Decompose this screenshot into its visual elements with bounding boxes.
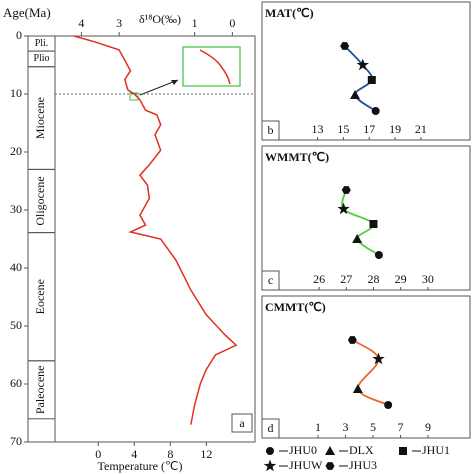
y-axis-label: Age(Ma) <box>3 5 51 20</box>
panel-label-box <box>261 120 280 141</box>
marker <box>367 76 376 84</box>
x-tick-label: 17 <box>363 122 375 136</box>
bottom-tick-label: 8 <box>167 447 173 461</box>
top-tick-label: 4 <box>78 16 84 30</box>
epoch-label: Oligocene <box>33 176 47 225</box>
legend-label: JHU3 <box>349 458 377 472</box>
x-tick-label: 3 <box>343 420 349 434</box>
y-tick-label: 70 <box>10 434 22 448</box>
epoch-label: Pli. <box>35 38 49 49</box>
panel-title: CMMT(℃) <box>265 300 326 314</box>
legend-marker <box>325 446 335 455</box>
marker <box>347 336 357 344</box>
inset-curve <box>199 49 231 85</box>
legend-marker <box>266 447 274 455</box>
epoch-label: Eocene <box>33 279 47 314</box>
legend-marker <box>325 462 335 470</box>
y-tick-label: 20 <box>10 144 22 158</box>
bottom-tick-label: 4 <box>131 447 137 461</box>
legend-label: JHU1 <box>422 443 450 457</box>
marker <box>350 90 361 99</box>
x-tick-label: 26 <box>313 272 325 286</box>
panel-d-frame <box>261 295 471 439</box>
panel-label: c <box>268 273 273 287</box>
top-tick-label: 3 <box>116 16 122 30</box>
y-tick-label: 10 <box>10 86 22 100</box>
y-tick-label: 60 <box>10 376 22 390</box>
x-tick-label: 19 <box>389 122 401 136</box>
x-tick-label: 21 <box>415 122 427 136</box>
bottom-tick-label: 12 <box>200 447 212 461</box>
marker <box>352 234 363 243</box>
x-tick-label: 1 <box>315 420 321 434</box>
legend-marker <box>399 447 407 455</box>
x-tick-label: 29 <box>395 272 407 286</box>
panel-label-box <box>261 270 280 291</box>
x-tick-label: 7 <box>398 420 404 434</box>
panel-label-box <box>231 413 253 433</box>
panel-b-frame <box>261 1 471 141</box>
panel-a-frame <box>27 35 256 443</box>
arrow <box>139 79 179 96</box>
marker <box>374 251 383 259</box>
bottom-tick-label: 0 <box>95 447 101 461</box>
marker <box>371 107 380 115</box>
marker <box>337 202 350 215</box>
epoch-label: Plio <box>33 53 49 64</box>
epoch <box>27 360 56 420</box>
y-tick-label: 30 <box>10 202 22 216</box>
marker <box>352 384 363 393</box>
epoch-label: Miocene <box>33 97 47 139</box>
panel-label: a <box>239 416 245 430</box>
marker <box>356 58 369 71</box>
top-tick-label: 0 <box>229 16 235 30</box>
bottom-axis-label: Temperature (℃) <box>98 459 183 473</box>
legend-label: JHU0 <box>289 443 317 457</box>
y-tick-label: 50 <box>10 318 22 332</box>
legend-label: JHUW <box>289 458 323 472</box>
top-axis-label: δ¹⁸O(‰) <box>139 12 181 26</box>
x-tick-label: 13 <box>312 122 324 136</box>
x-tick-label: 15 <box>337 122 349 136</box>
x-tick-label: 30 <box>422 272 434 286</box>
panel-title: WMMT(℃) <box>265 150 329 164</box>
panel-label-box <box>261 418 280 439</box>
marker <box>341 186 351 194</box>
x-tick-label: 9 <box>425 420 431 434</box>
profile-line <box>351 339 389 406</box>
x-tick-label: 27 <box>340 272 352 286</box>
epoch-label: Paleocene <box>33 365 47 414</box>
y-tick-label: 0 <box>16 28 22 42</box>
legend-marker <box>263 459 277 472</box>
panel-c-frame <box>261 145 471 291</box>
inset-box <box>182 46 241 87</box>
legend-label: DLX <box>349 443 374 457</box>
arrow-head <box>171 80 178 85</box>
y-tick-label: 40 <box>10 260 22 274</box>
panel-label: d <box>268 421 274 435</box>
panel-title: MAT(℃) <box>265 6 314 20</box>
marker <box>340 42 350 50</box>
x-tick-label: 5 <box>370 420 376 434</box>
temperature-curve <box>73 35 238 425</box>
x-tick-label: 28 <box>367 272 379 286</box>
marker <box>372 352 385 365</box>
top-tick-label: 1 <box>192 16 198 30</box>
marker <box>384 401 393 409</box>
marker <box>369 220 378 228</box>
panel-label: b <box>268 123 274 137</box>
